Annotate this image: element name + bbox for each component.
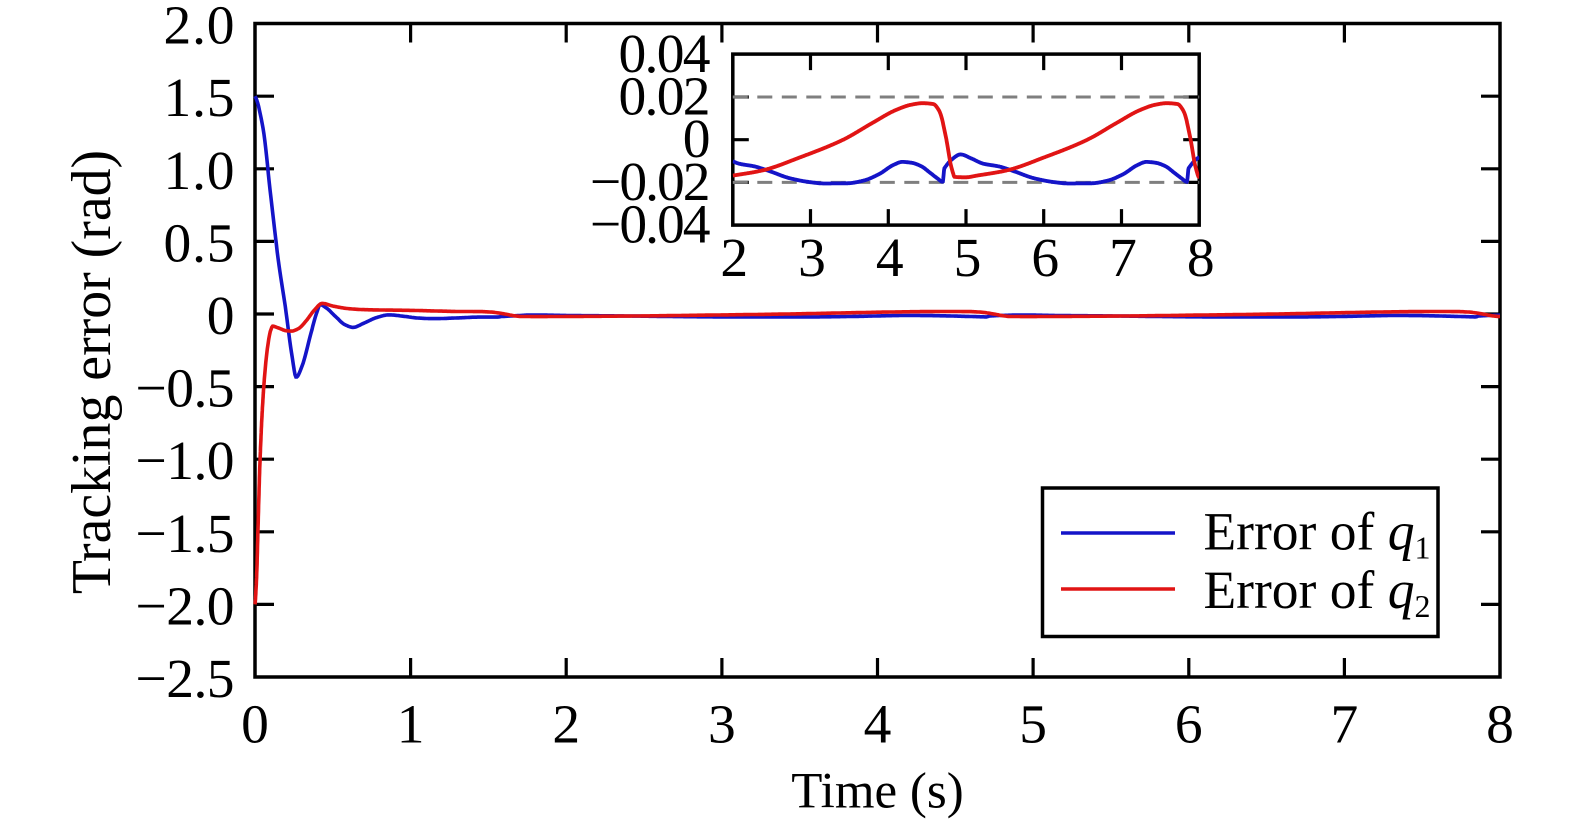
svg-text:1.5: 1.5 bbox=[164, 68, 235, 129]
svg-text:Error of q1: Error of q1 bbox=[1204, 502, 1431, 566]
svg-text:−2.5: −2.5 bbox=[136, 649, 235, 710]
svg-text:Tracking error (rad): Tracking error (rad) bbox=[61, 150, 123, 594]
svg-text:7: 7 bbox=[1109, 228, 1137, 289]
svg-text:2: 2 bbox=[552, 695, 580, 756]
svg-text:−0.02: −0.02 bbox=[590, 152, 711, 213]
svg-text:2: 2 bbox=[720, 228, 748, 289]
svg-text:1.0: 1.0 bbox=[164, 141, 235, 202]
svg-text:Time (s): Time (s) bbox=[791, 764, 963, 820]
svg-text:6: 6 bbox=[1031, 228, 1059, 289]
svg-text:2.0: 2.0 bbox=[164, 0, 235, 57]
svg-text:Error of q2: Error of q2 bbox=[1204, 560, 1431, 624]
svg-text:3: 3 bbox=[798, 228, 826, 289]
svg-text:−1.0: −1.0 bbox=[136, 431, 235, 492]
svg-text:8: 8 bbox=[1187, 228, 1215, 289]
svg-text:4: 4 bbox=[876, 228, 904, 289]
svg-text:6: 6 bbox=[1175, 695, 1203, 756]
svg-text:−0.5: −0.5 bbox=[136, 359, 235, 420]
svg-text:5: 5 bbox=[954, 228, 982, 289]
svg-text:−1.5: −1.5 bbox=[136, 504, 235, 565]
svg-text:0: 0 bbox=[241, 695, 269, 756]
svg-text:1: 1 bbox=[397, 695, 425, 756]
svg-text:3: 3 bbox=[708, 695, 736, 756]
svg-text:−0.04: −0.04 bbox=[590, 195, 711, 256]
svg-text:5: 5 bbox=[1019, 695, 1047, 756]
svg-text:0.04: 0.04 bbox=[619, 24, 711, 85]
svg-text:7: 7 bbox=[1331, 695, 1359, 756]
svg-text:0: 0 bbox=[683, 109, 711, 170]
svg-text:0: 0 bbox=[207, 286, 235, 347]
svg-text:4: 4 bbox=[864, 695, 892, 756]
svg-text:8: 8 bbox=[1486, 695, 1514, 756]
svg-text:0.02: 0.02 bbox=[619, 67, 711, 128]
svg-text:−2.0: −2.0 bbox=[136, 576, 235, 637]
svg-text:0.5: 0.5 bbox=[164, 213, 235, 274]
